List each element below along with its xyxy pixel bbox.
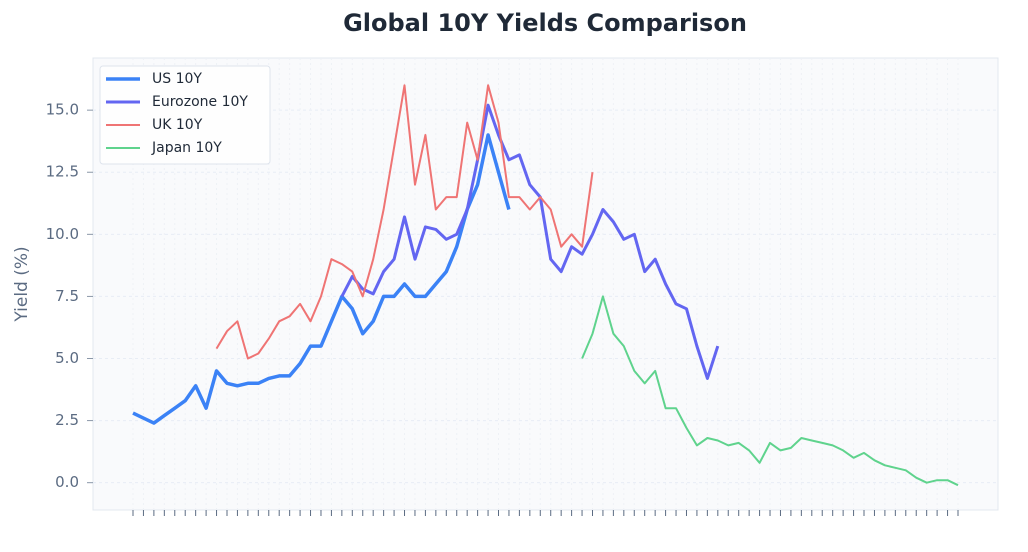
legend-label: US 10Y bbox=[152, 71, 202, 87]
y-tick-label: 15.0 bbox=[46, 101, 79, 119]
series-line bbox=[340, 103, 720, 380]
legend-label: Eurozone 10Y bbox=[152, 94, 248, 110]
y-tick-label: 5.0 bbox=[55, 349, 79, 367]
series-line bbox=[132, 133, 511, 425]
y-tick-label: 2.5 bbox=[55, 411, 79, 429]
legend-box bbox=[99, 65, 271, 165]
series-line bbox=[581, 295, 959, 487]
y-tick-label: 12.5 bbox=[46, 163, 79, 181]
y-tick-label: 10.0 bbox=[46, 225, 79, 243]
y-axis-label: Yield (%) bbox=[12, 246, 32, 322]
y-tick-label: 0.0 bbox=[55, 473, 79, 491]
legend-label: UK 10Y bbox=[152, 117, 203, 133]
series-line bbox=[215, 84, 594, 360]
y-tick-label: 7.5 bbox=[55, 287, 79, 305]
chart-title: Global 10Y Yields Comparison bbox=[343, 9, 747, 37]
legend-label: Japan 10Y bbox=[151, 140, 222, 156]
